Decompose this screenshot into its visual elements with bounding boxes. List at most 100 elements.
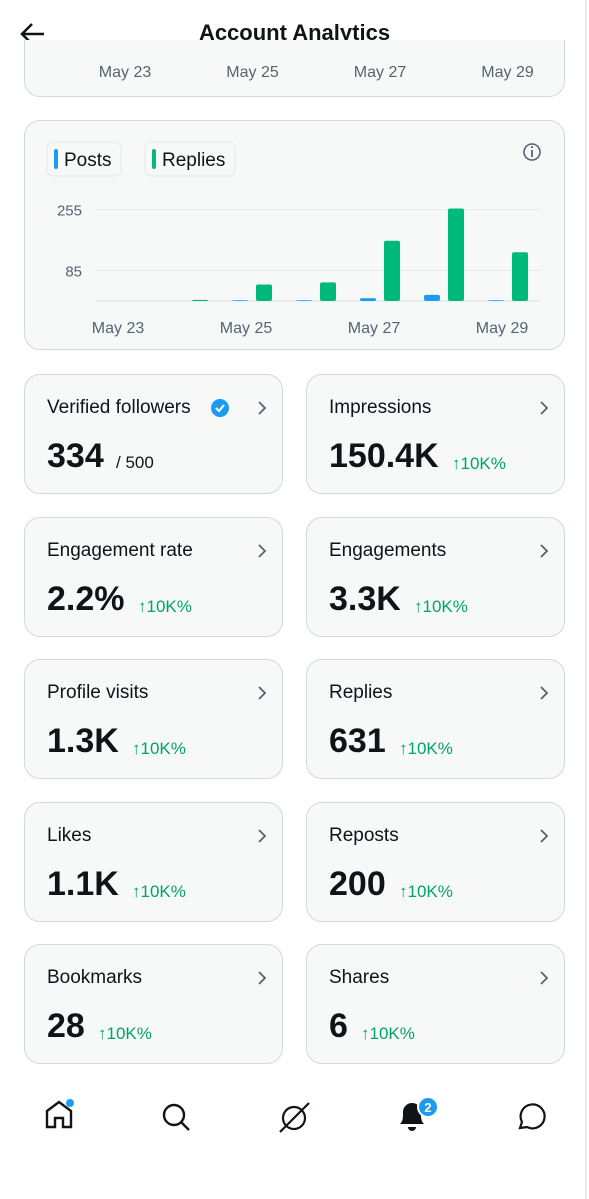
metric-label: Likes bbox=[47, 824, 92, 846]
metric-change: ↑10K% bbox=[138, 596, 192, 616]
bar bbox=[424, 294, 440, 301]
metric-card[interactable]: Engagements 3.3K ↑10K% bbox=[306, 516, 565, 637]
chevron bbox=[538, 827, 550, 850]
metric-change: ↑10K% bbox=[399, 739, 453, 758]
metric-card[interactable]: Shares 6 ↑10K% bbox=[306, 944, 565, 1064]
metric-change: ↑10K% bbox=[414, 596, 468, 616]
bar bbox=[360, 298, 376, 301]
chevron-icon bbox=[540, 828, 549, 843]
chevron-icon bbox=[540, 971, 549, 985]
metric-card[interactable]: Replies 631 ↑10K% bbox=[306, 659, 565, 779]
chevron bbox=[538, 684, 550, 707]
chevron-icon bbox=[258, 543, 267, 558]
metric-value: 28 bbox=[47, 1007, 85, 1045]
search-handle bbox=[180, 1121, 190, 1131]
legend-label: Posts bbox=[64, 150, 112, 171]
bar bbox=[296, 300, 312, 301]
chevron bbox=[256, 399, 268, 422]
metric-label: Reposts bbox=[329, 824, 399, 846]
verified-icon bbox=[211, 399, 229, 417]
bell-clapper bbox=[408, 1127, 416, 1131]
metric-card[interactable]: Profile visits 1.3K ↑10K% bbox=[24, 659, 283, 779]
bar bbox=[448, 208, 464, 301]
bar bbox=[232, 300, 248, 301]
home-dot bbox=[66, 1099, 74, 1107]
metric-label: Profile visits bbox=[47, 682, 149, 703]
chevron-icon bbox=[258, 401, 267, 415]
bar bbox=[256, 284, 272, 301]
chevron bbox=[538, 969, 550, 992]
bar bbox=[320, 282, 336, 301]
metric-value: 334 bbox=[47, 437, 104, 475]
metric-value: 3.3K bbox=[329, 579, 401, 618]
metric-change: ↑10K% bbox=[98, 1024, 152, 1043]
search-icon[interactable] bbox=[162, 1103, 186, 1127]
chevron bbox=[256, 542, 268, 565]
metric-change: ↑10K% bbox=[132, 881, 186, 901]
home-icon[interactable] bbox=[45, 1100, 73, 1129]
metric-label: Impressions bbox=[329, 397, 432, 418]
top-x-label: May 29 bbox=[481, 64, 534, 81]
x-tick-label: May 25 bbox=[220, 320, 273, 337]
metric-label: Shares bbox=[329, 967, 390, 988]
chart: Posts Replies 85 255 May 23 May 25 May 27 May 2… bbox=[46, 141, 541, 337]
legend-swatch bbox=[152, 149, 156, 169]
bottom-nav: 2 bbox=[45, 1096, 546, 1133]
top-x-label: May 23 bbox=[98, 64, 152, 81]
metric-value: 1.1K bbox=[47, 864, 119, 903]
chevron bbox=[256, 684, 268, 707]
bar bbox=[488, 300, 504, 301]
chevron bbox=[256, 969, 268, 992]
chevron-icon bbox=[258, 828, 267, 843]
chevron-icon bbox=[540, 401, 549, 415]
badge-count: 2 bbox=[424, 1100, 431, 1115]
metric-label: Replies bbox=[329, 682, 393, 703]
metric-value: 631 bbox=[329, 722, 386, 760]
x-tick-label: May 23 bbox=[92, 320, 145, 337]
info-icon[interactable] bbox=[523, 143, 541, 161]
grok-icon[interactable] bbox=[281, 1105, 307, 1131]
legend-item[interactable] bbox=[46, 141, 122, 177]
grok-slash bbox=[279, 1102, 310, 1133]
legend-item[interactable] bbox=[144, 141, 236, 177]
y-tick-label: 255 bbox=[57, 203, 82, 220]
verified-badge bbox=[210, 398, 230, 423]
badge bbox=[417, 1096, 439, 1118]
metric-value: 6 bbox=[329, 1007, 348, 1045]
metric-label: Engagements bbox=[329, 539, 447, 561]
metric-value: 2.2% bbox=[47, 579, 125, 618]
metric-card[interactable]: Engagement rate 2.2% ↑10K% bbox=[24, 516, 283, 637]
metric-value: 200 bbox=[329, 864, 386, 903]
chevron-icon bbox=[540, 686, 549, 700]
metric-card[interactable]: Verified followers 334 / 500 bbox=[24, 374, 283, 494]
info-icon-dot bbox=[530, 145, 534, 149]
scrollbar bbox=[585, 0, 587, 1199]
bar bbox=[192, 299, 208, 301]
top-x-label: May 25 bbox=[226, 64, 279, 81]
legend-label: Replies bbox=[162, 150, 225, 171]
metric-change: ↑10K% bbox=[132, 739, 186, 758]
chevron-icon bbox=[258, 971, 267, 985]
chevron bbox=[256, 827, 268, 850]
top-chart-card bbox=[24, 40, 565, 97]
chevron-icon bbox=[258, 686, 267, 700]
metric-card[interactable]: Bookmarks 28 ↑10K% bbox=[24, 944, 283, 1064]
bar bbox=[384, 240, 400, 301]
chevron bbox=[538, 542, 550, 565]
chevron-icon bbox=[540, 543, 549, 558]
y-tick-label: 85 bbox=[65, 264, 82, 281]
x-tick-label: May 27 bbox=[348, 320, 401, 337]
metric-card[interactable]: Reposts 200 ↑10K% bbox=[306, 801, 565, 922]
top-x-label: May 27 bbox=[353, 64, 407, 81]
metric-suffix: / 500 bbox=[116, 453, 154, 472]
chevron bbox=[538, 399, 550, 422]
messages-icon[interactable] bbox=[518, 1103, 546, 1130]
metric-label: Verified followers bbox=[47, 397, 191, 418]
metric-change: ↑10K% bbox=[399, 881, 453, 901]
metric-card[interactable]: Likes 1.1K ↑10K% bbox=[24, 801, 283, 922]
metric-label: Engagement rate bbox=[47, 539, 193, 561]
metric-card[interactable]: Impressions 150.4K ↑10K% bbox=[306, 374, 565, 494]
metric-label: Bookmarks bbox=[47, 967, 143, 988]
metric-change: ↑10K% bbox=[452, 454, 506, 473]
